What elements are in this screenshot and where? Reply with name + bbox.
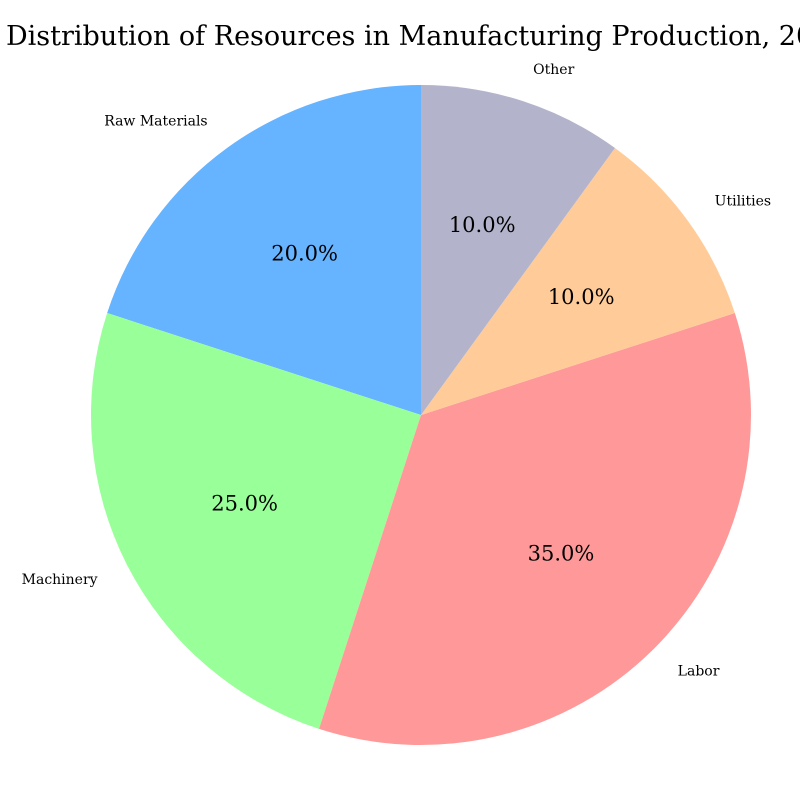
slice-percent-labor: 35.0%	[528, 542, 595, 566]
pie-slices	[90, 85, 751, 745]
slice-label-labor: Labor	[678, 664, 720, 680]
slice-percent-raw-materials: 20.0%	[271, 241, 338, 265]
slice-label-raw-materials: Raw Materials	[104, 113, 207, 129]
pie-slice-labor	[319, 313, 751, 745]
pie-labels: Raw Materials 20.0% Machinery 25.0% Labor 35.…	[22, 62, 771, 680]
slice-percent-machinery: 25.0%	[211, 491, 278, 515]
pie-slice-machinery	[90, 313, 421, 729]
chart-title: Distribution of Resources in Manufacturi…	[6, 21, 800, 52]
slice-percent-other: 10.0%	[449, 213, 516, 237]
slice-label-utilities: Utilities	[715, 194, 771, 210]
pie-slice-utilities	[421, 148, 735, 415]
slice-label-machinery: Machinery	[22, 572, 98, 588]
pie-slice-other	[421, 85, 615, 415]
slice-label-other: Other	[533, 62, 574, 78]
pie-slice-raw-materials	[107, 85, 421, 415]
slice-percent-utilities: 10.0%	[548, 285, 615, 309]
